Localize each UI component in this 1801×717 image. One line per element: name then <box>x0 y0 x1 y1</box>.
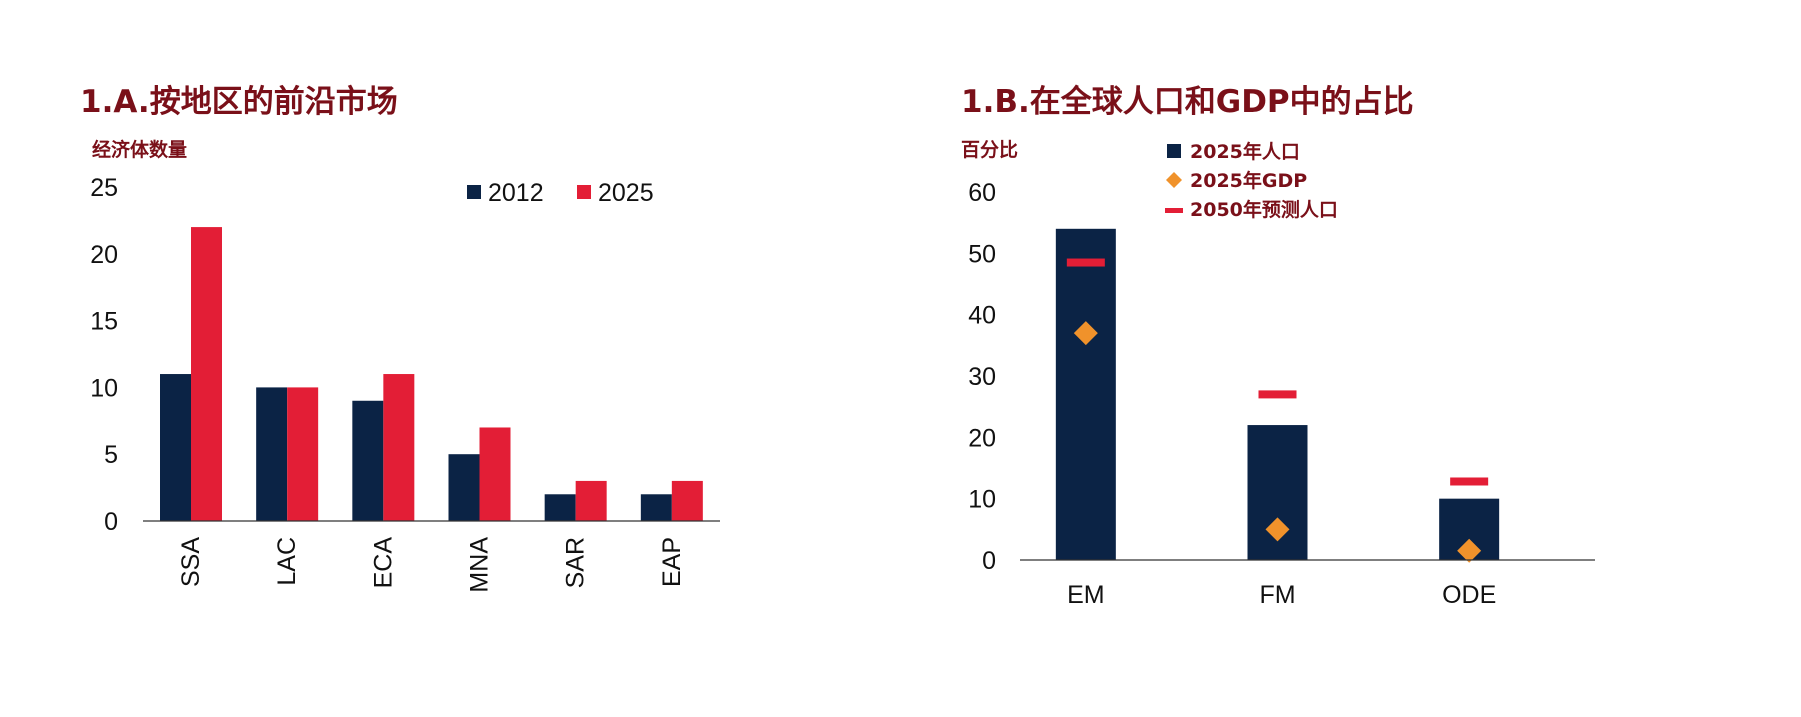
bar-mna-2025 <box>479 427 511 521</box>
dash-ode-2050-population <box>1450 477 1489 486</box>
panel-a-y-unit: 经济体数量 <box>92 138 187 161</box>
x-category-label: ODE <box>1442 581 1496 609</box>
panel-b: 1.B.在全球人口和GDP中的占比 百分比 2025年人口 2025年GDP 2… <box>961 84 1595 609</box>
x-category-label: SSA <box>177 537 205 587</box>
bar-sar-2025 <box>575 480 607 521</box>
y-tick-label: 0 <box>104 508 118 536</box>
bar-lac-2025 <box>287 387 319 521</box>
bar-ssa-2012 <box>160 374 191 521</box>
panel-b-plot: 0 10 20 30 40 50 60 EM FM ODE <box>968 179 1595 609</box>
legend-population-swatch <box>1167 144 1181 158</box>
bar-mna-2012 <box>448 454 480 521</box>
y-tick-label: 40 <box>968 302 996 330</box>
x-category-label: ECA <box>369 537 397 589</box>
y-tick-label: 20 <box>90 241 118 269</box>
bar-sar-2012 <box>544 494 576 521</box>
legend-2012-swatch <box>467 185 481 199</box>
legend-gdp-label: 2025年GDP <box>1190 169 1307 192</box>
legend-2012-label: 2012 <box>488 179 544 207</box>
legend-2050-dash <box>1165 208 1183 213</box>
dash-em-2050-population <box>1066 258 1105 267</box>
legend-population-label: 2025年人口 <box>1190 140 1300 163</box>
y-tick-label: 15 <box>90 308 118 336</box>
y-tick-label: 60 <box>968 179 996 207</box>
x-category-label: FM <box>1259 581 1295 609</box>
panel-a: 1.A.按地区的前沿市场 经济体数量 2012 2025 0510152025S… <box>80 84 720 593</box>
legend-2025-label: 2025 <box>598 179 654 207</box>
panel-b-y-unit: 百分比 <box>961 139 1018 161</box>
bar-eca-2012 <box>352 400 384 521</box>
diamond-fm-gdp <box>1265 517 1290 542</box>
diamond-ode-gdp <box>1457 538 1482 563</box>
bar-eap-2012 <box>640 494 672 521</box>
legend-2050-label: 2050年预测人口 <box>1190 198 1338 221</box>
y-tick-label: 0 <box>982 547 996 575</box>
x-category-label: MNA <box>466 537 494 593</box>
x-category-label: EAP <box>658 537 686 587</box>
bar-ssa-2025 <box>191 227 222 521</box>
x-category-label: EM <box>1067 581 1105 609</box>
diamond-em-gdp <box>1073 321 1098 346</box>
dash-fm-2050-population <box>1258 390 1297 399</box>
y-tick-label: 10 <box>968 486 996 514</box>
legend-gdp-diamond <box>1166 172 1182 188</box>
y-tick-label: 30 <box>968 363 996 391</box>
panel-b-legend: 2025年人口 2025年GDP 2050年预测人口 <box>1165 140 1338 221</box>
x-category-label: SAR <box>562 537 590 588</box>
panel-b-title: 1.B.在全球人口和GDP中的占比 <box>961 84 1414 120</box>
y-tick-label: 25 <box>90 174 118 202</box>
y-tick-label: 5 <box>104 441 118 469</box>
x-category-label: LAC <box>273 537 301 586</box>
panel-a-legend: 2012 2025 <box>467 179 654 207</box>
legend-2025-swatch <box>577 185 591 199</box>
bar-em-population <box>1055 228 1116 561</box>
bar-lac-2012 <box>256 387 288 521</box>
y-tick-label: 20 <box>968 424 996 452</box>
bar-eca-2025 <box>383 374 415 521</box>
y-tick-label: 50 <box>968 240 996 268</box>
panel-a-title: 1.A.按地区的前沿市场 <box>80 84 398 120</box>
y-tick-label: 10 <box>90 374 118 402</box>
bar-eap-2025 <box>671 480 703 521</box>
